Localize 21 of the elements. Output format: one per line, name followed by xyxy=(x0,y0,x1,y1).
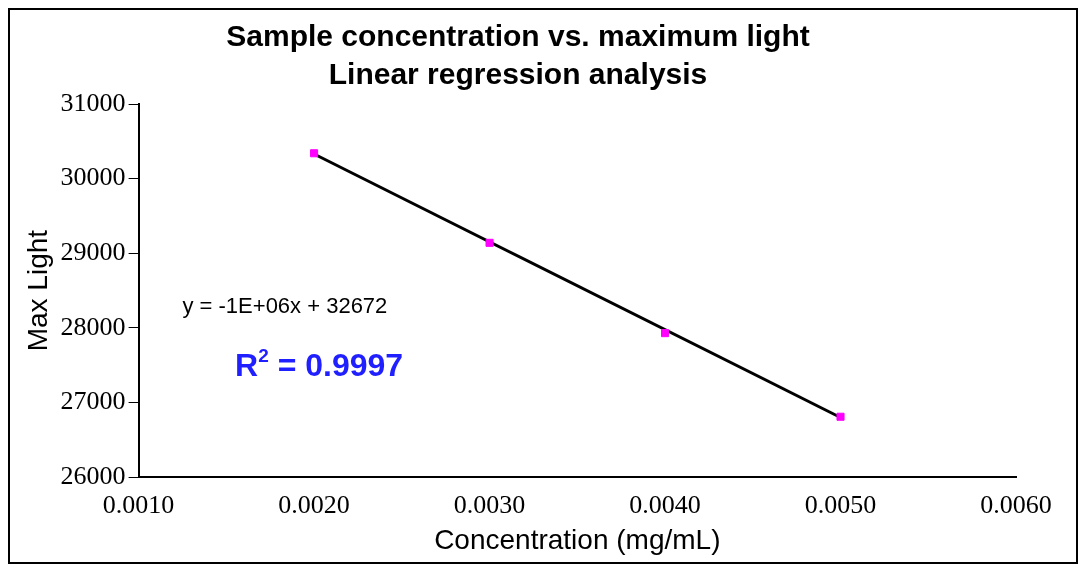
x-tick-label: 0.0040 xyxy=(629,489,701,519)
y-tick-label: 28000 xyxy=(60,311,126,341)
x-tick-label: 0.0060 xyxy=(980,489,1052,519)
point xyxy=(485,238,494,247)
x-tick-label: 0.0050 xyxy=(804,489,877,519)
point xyxy=(836,412,845,421)
point xyxy=(310,149,319,158)
x-tick-label: 0.0020 xyxy=(278,489,350,519)
y-tick-label: 30000 xyxy=(60,162,126,192)
x-tick-label: 0.0010 xyxy=(102,489,175,519)
x-axis-title: Concentration (mg/mL) xyxy=(434,523,721,555)
y-axis-title: Max Light xyxy=(21,229,53,352)
annotation: y = -1E+06x + 32672 xyxy=(182,292,388,318)
chart-subtitle: Linear regression analysis xyxy=(328,57,708,91)
y-tick-label: 26000 xyxy=(60,461,126,491)
y-tick-label: 31000 xyxy=(60,87,126,117)
chart-title: Sample concentration vs. maximum light xyxy=(226,19,810,53)
x-tick-label: 0.0030 xyxy=(453,489,526,519)
y-tick-label: 29000 xyxy=(60,237,126,267)
y-tick-label: 27000 xyxy=(60,386,126,416)
point xyxy=(661,329,670,338)
